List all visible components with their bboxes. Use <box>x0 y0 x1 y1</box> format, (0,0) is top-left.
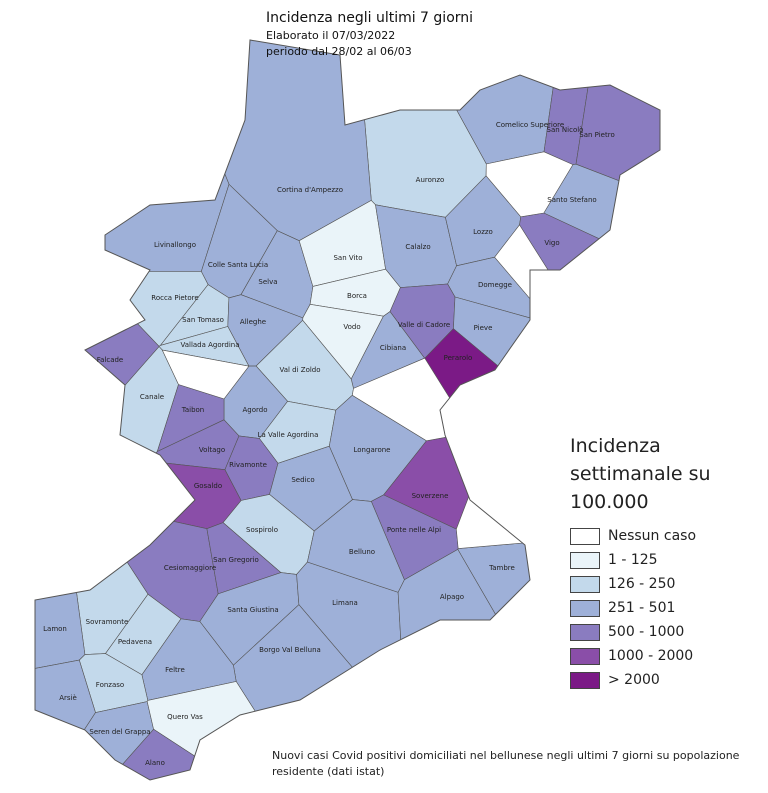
municipality-label: Colle Santa Lucia <box>208 261 268 269</box>
municipality-label: Pieve <box>474 324 493 332</box>
municipality-label: Val di Zoldo <box>279 366 320 374</box>
legend-label: Nessun caso <box>608 528 697 544</box>
municipality-label: Sedico <box>291 476 314 484</box>
municipality-label: San Nicolò <box>547 126 584 134</box>
footnote: Nuovi casi Covid positivi domiciliati ne… <box>272 749 740 778</box>
municipality-label: Gosaldo <box>194 482 222 490</box>
municipality <box>85 460 242 530</box>
legend-item: Nessun caso <box>570 524 720 548</box>
municipality-label: Quero Vas <box>167 713 203 721</box>
municipality-label: Vodo <box>343 323 360 331</box>
municipality-label: Auronzo <box>416 176 445 184</box>
municipality-label: Vigo <box>544 239 559 247</box>
legend-item: 500 - 1000 <box>570 620 720 644</box>
municipality-label: Selva <box>258 278 277 286</box>
municipality-label: Comelico Superiore <box>496 121 564 129</box>
municipality-label: Canale <box>140 393 164 401</box>
municipality-label: Alano <box>145 759 165 767</box>
title: Incidenza negli ultimi 7 giorni <box>266 10 474 26</box>
municipality-label: Livinallongo <box>154 241 196 249</box>
municipality-label: Borgo Val Belluna <box>259 646 321 654</box>
municipality-label: Lozzo <box>473 228 493 236</box>
legend-title: Incidenza settimanale su 100.000 <box>570 435 711 513</box>
municipality-label: San Tomaso <box>182 316 224 324</box>
municipality-label: Borca <box>347 292 367 300</box>
municipality-label: Pedavena <box>118 638 152 646</box>
empty-area <box>485 151 574 218</box>
legend-item: 1000 - 2000 <box>570 644 720 668</box>
legend-swatch <box>570 599 600 617</box>
municipality-label: San Vito <box>333 254 362 262</box>
municipality-label: Domegge <box>478 281 512 289</box>
municipality-label: Feltre <box>165 666 185 674</box>
legend: Incidenza settimanale su 100.000 Nessun … <box>570 432 720 692</box>
municipality-label: Agordo <box>243 406 268 414</box>
municipality-label: Santa Giustina <box>227 606 278 614</box>
municipality-label: Cortina d'Ampezzo <box>277 186 343 194</box>
legend-swatch <box>570 647 600 665</box>
empty-area <box>161 349 250 400</box>
municipality-label: Calalzo <box>405 243 430 251</box>
municipality-label: Rivamonte <box>229 461 267 469</box>
municipality-label: Tambre <box>488 564 515 572</box>
municipality-label: Perarolo <box>444 354 473 362</box>
municipality-label: Longarone <box>354 446 391 454</box>
municipality <box>35 659 96 780</box>
subtitle: periodo dal 28/02 al 06/03 <box>266 45 412 58</box>
municipality-label: Rocca Pietore <box>151 294 198 302</box>
municipality-label: La Valle Agordina <box>258 431 319 439</box>
municipality-label: Soverzene <box>412 492 449 500</box>
municipality-label: Vallada Agordina <box>180 341 239 349</box>
municipality-label: Cibiana <box>380 344 406 352</box>
legend-swatch <box>570 623 600 641</box>
municipality-label: Seren del Grappa <box>89 728 150 736</box>
legend-label: 500 - 1000 <box>608 624 685 640</box>
municipality-label: Falcade <box>97 356 124 364</box>
legend-swatch <box>570 671 600 689</box>
municipality-label: Alpago <box>440 593 464 601</box>
legend-swatch <box>570 527 600 545</box>
subtitle: Elaborato il 07/03/2022 <box>266 29 396 42</box>
municipality-label: Limana <box>332 599 358 607</box>
municipality-label: Valle di Cadore <box>398 321 451 329</box>
municipality-label: Santo Stefano <box>547 196 596 204</box>
municipality-label: Sospirolo <box>246 526 278 534</box>
legend-label: 1000 - 2000 <box>608 648 694 664</box>
legend-item: 1 - 125 <box>570 548 720 572</box>
municipality-label: Arsiè <box>59 694 77 702</box>
header: Incidenza negli ultimi 7 giorni Elaborat… <box>266 8 473 60</box>
municipality-label: Sovramonte <box>86 618 129 626</box>
legend-label: 126 - 250 <box>608 576 676 592</box>
legend-swatch <box>570 551 600 569</box>
municipality-label: San Gregorio <box>213 556 259 564</box>
municipality-label: Ponte nelle Alpi <box>387 526 441 534</box>
municipality-label: Taibon <box>181 406 205 414</box>
municipality-label: Fonzaso <box>96 681 124 689</box>
municipality-label: Voltago <box>199 446 225 454</box>
municipality-label: Cesiomaggiore <box>164 564 216 572</box>
legend-swatch <box>570 575 600 593</box>
legend-item: 251 - 501 <box>570 596 720 620</box>
municipality <box>35 477 86 676</box>
municipality-label: Lamon <box>43 625 67 633</box>
municipality-label: San Pietro <box>579 131 614 139</box>
legend-item: > 2000 <box>570 668 720 692</box>
legend-item: 126 - 250 <box>570 572 720 596</box>
municipality-label: Alleghe <box>240 318 266 326</box>
legend-label: 251 - 501 <box>608 600 676 616</box>
legend-label: 1 - 125 <box>608 552 658 568</box>
legend-label: > 2000 <box>608 672 660 688</box>
municipality-label: Belluno <box>349 548 375 556</box>
municipality <box>35 40 230 272</box>
empty-area <box>351 357 472 442</box>
